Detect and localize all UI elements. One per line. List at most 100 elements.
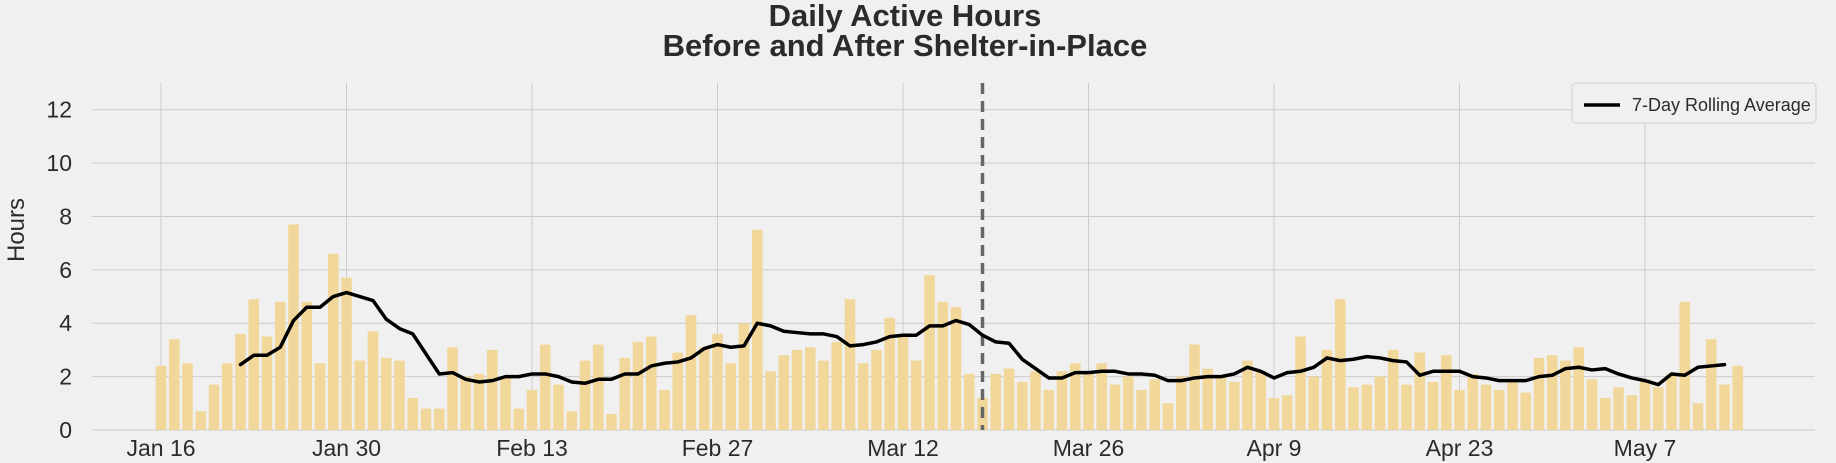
bar (1454, 389, 1465, 430)
bar (433, 408, 445, 430)
bar (1639, 379, 1651, 430)
bar (1069, 363, 1081, 430)
bar (871, 349, 882, 430)
y-tick-label: 6 (59, 257, 72, 283)
bar (1334, 299, 1346, 430)
bar (1189, 344, 1200, 430)
bar (1228, 381, 1240, 430)
bar (844, 299, 856, 430)
bar (460, 376, 472, 430)
bar (195, 411, 207, 430)
bar (274, 301, 286, 430)
bar (1215, 376, 1227, 430)
bar (1573, 347, 1585, 430)
bar (1242, 360, 1253, 430)
bar (447, 347, 458, 430)
bar (526, 389, 538, 430)
bar (632, 341, 644, 430)
legend: 7-Day Rolling Average (1571, 82, 1817, 124)
bar (1361, 384, 1373, 430)
bar (1374, 376, 1386, 430)
bar (1387, 349, 1399, 430)
bar (168, 339, 180, 430)
bar (685, 315, 697, 430)
rolling-average-line (238, 290, 1727, 387)
bar (1321, 349, 1333, 430)
bar (1493, 389, 1505, 430)
bar (1401, 384, 1412, 430)
x-tick-label: Apr 23 (1426, 435, 1494, 461)
bar (1348, 387, 1359, 430)
x-tick-label: Jan 30 (312, 435, 381, 461)
bar (910, 360, 922, 430)
bar (221, 363, 233, 430)
bar (539, 344, 551, 430)
rolling-average-series (238, 290, 1727, 387)
y-axis-ticks: 0 2 4 6 8 10 12 (46, 97, 72, 443)
bar (1268, 397, 1280, 430)
legend-label: 7-Day Rolling Average (1632, 95, 1811, 115)
y-tick-label: 4 (59, 310, 72, 336)
bar (1255, 371, 1267, 430)
bar (1202, 368, 1214, 430)
bar (1652, 387, 1664, 430)
x-tick-label: Mar 26 (1053, 435, 1125, 461)
bar (884, 317, 896, 430)
bar (645, 336, 657, 430)
bar (606, 413, 617, 430)
bar (420, 408, 432, 430)
bar (1599, 397, 1611, 430)
x-tick-label: Mar 12 (867, 435, 939, 461)
x-tick-label: Feb 27 (682, 435, 754, 461)
bar (1109, 384, 1121, 430)
bar (1705, 339, 1717, 430)
x-tick-label: Feb 13 (496, 435, 568, 461)
bar (261, 336, 273, 430)
bar (1692, 403, 1704, 430)
bar (1122, 376, 1134, 430)
bar (407, 397, 419, 430)
bar (301, 301, 313, 430)
bar (619, 357, 631, 430)
bar (314, 363, 326, 430)
bar (473, 373, 485, 430)
bar (765, 371, 776, 430)
bar (804, 347, 816, 430)
bar (659, 389, 670, 430)
y-tick-label: 8 (59, 203, 72, 229)
bar (950, 307, 962, 430)
x-axis-ticks: Jan 16 Jan 30 Feb 13 Feb 27 Mar 12 Mar 26 Apr … (126, 435, 1676, 461)
bar (235, 333, 246, 430)
bar (712, 333, 723, 430)
legend-box (1571, 82, 1817, 124)
bar (1626, 395, 1638, 430)
bar (831, 341, 843, 430)
bar (751, 229, 763, 430)
bar (990, 373, 1002, 430)
bar (1427, 381, 1439, 430)
bar (698, 347, 710, 430)
bar (1308, 376, 1320, 430)
bar (1030, 371, 1041, 430)
chart-title-line-1: Daily Active Hours (769, 0, 1042, 33)
x-tick-label: May 7 (1614, 435, 1677, 461)
bar (1507, 381, 1518, 430)
x-tick-label: Jan 16 (126, 435, 195, 461)
grid (92, 83, 1815, 431)
bar (248, 299, 260, 430)
bar (1003, 368, 1015, 430)
bar (1440, 355, 1452, 430)
bar (1083, 371, 1094, 430)
bar (579, 360, 591, 430)
bar (791, 349, 803, 430)
bar (1719, 384, 1730, 430)
x-tick-label: Apr 9 (1247, 435, 1302, 461)
y-tick-label: 12 (46, 97, 72, 123)
bar (380, 357, 392, 430)
bar (1533, 357, 1545, 430)
bar (1281, 395, 1293, 430)
bar (963, 373, 975, 430)
bar (937, 301, 949, 430)
bar (1586, 379, 1598, 430)
